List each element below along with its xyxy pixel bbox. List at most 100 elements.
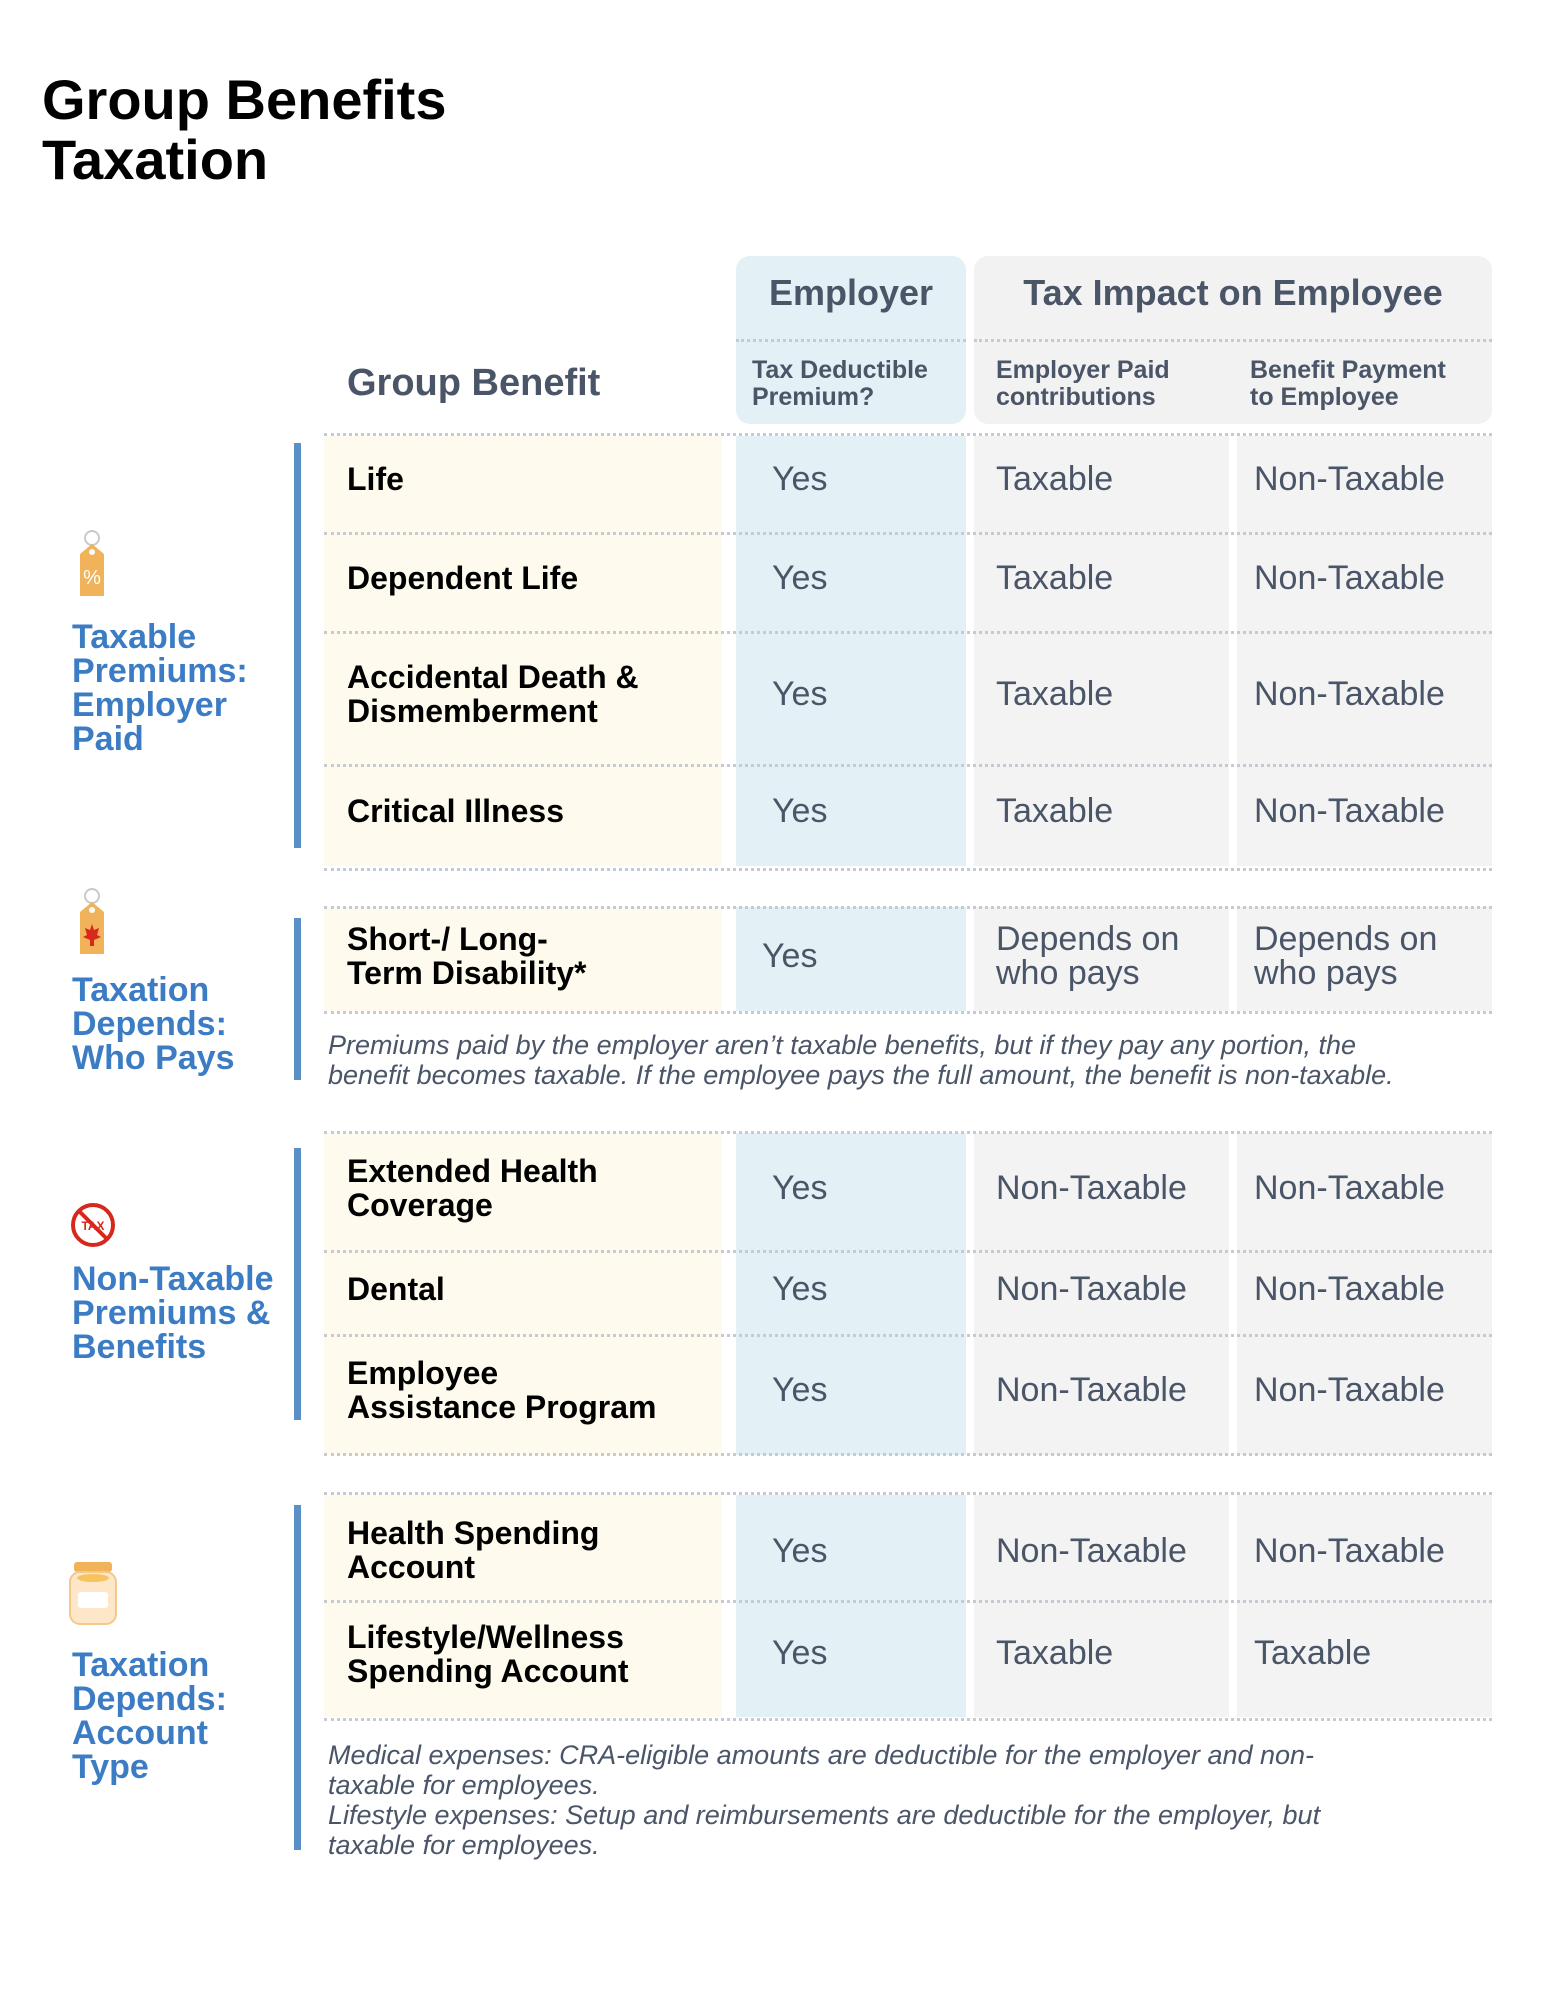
employer-paid-cell: Non-Taxable [996, 1532, 1187, 1570]
benefit-line: Spending Account [347, 1653, 629, 1689]
deductible-cell: Yes [772, 460, 828, 498]
deductible-cell: Yes [772, 1634, 828, 1672]
benefit-payment-cell: Non-Taxable [1254, 1371, 1445, 1409]
benefit-line: Term Disability* [347, 955, 587, 991]
row-divider [324, 433, 1492, 436]
deductible-cell: Yes [772, 1532, 828, 1570]
benefit-payment-cell: Depends on who pays [1254, 922, 1437, 990]
label-line: Premiums: [72, 652, 248, 690]
tax-column-bg [1237, 907, 1492, 1011]
benefit-name-critical-illness: Critical Illness [347, 793, 564, 829]
row-divider [324, 532, 1492, 535]
header-line: Employer Paid [996, 356, 1170, 384]
benefit-name-accidental-death: Accidental Death & Dismemberment [347, 660, 639, 728]
benefit-column-bg [324, 1133, 722, 1455]
deductible-cell: Yes [772, 1270, 828, 1308]
benefit-line: Health Spending [347, 1515, 600, 1551]
page-title: Group Benefits Taxation [42, 70, 446, 190]
label-line: Taxation [72, 1646, 210, 1684]
disability-note: Premiums paid by the employer aren’t tax… [328, 1030, 1394, 1090]
tax-column-bg [974, 1133, 1229, 1455]
benefit-line: Extended Health [347, 1153, 598, 1189]
benefit-name-disability: Short-/ Long- Term Disability* [347, 922, 586, 990]
row-divider [324, 1131, 1492, 1134]
label-line: Paid [72, 720, 144, 758]
row-divider [324, 1453, 1492, 1456]
row-divider [324, 764, 1492, 767]
row-divider [324, 1600, 1492, 1603]
employer-paid-cell: Taxable [996, 1634, 1114, 1672]
benefit-line: Employee [347, 1355, 499, 1391]
page-title-line-1: Group Benefits [42, 68, 447, 131]
label-line: Account [72, 1714, 208, 1752]
benefit-payment-cell: Taxable [1254, 1634, 1372, 1672]
employer-column-bg [736, 436, 966, 866]
section-label-non-taxable: Non-Taxable Premiums & Benefits [72, 1262, 274, 1364]
employer-paid-cell: Non-Taxable [996, 1270, 1187, 1308]
benefit-name-extended-health: Extended Health Coverage [347, 1154, 598, 1222]
benefit-line: Assistance Program [347, 1389, 657, 1425]
benefit-payment-cell: Non-Taxable [1254, 1532, 1445, 1570]
note-line: taxable for employees. [328, 1770, 600, 1800]
label-line: Depends: [72, 1680, 227, 1718]
employer-column-bg [736, 1133, 966, 1455]
section-bar [294, 443, 301, 848]
row-divider [324, 1334, 1492, 1337]
benefit-name-employee-assistance: Employee Assistance Program [347, 1356, 656, 1424]
deductible-cell: Yes [772, 792, 828, 830]
employer-paid-cell: Non-Taxable [996, 1371, 1187, 1409]
label-line: Who Pays [72, 1039, 235, 1077]
note-line: Medical expenses: CRA-eligible amounts a… [328, 1740, 1315, 1770]
deductible-cell: Yes [772, 1371, 828, 1409]
benefit-name-dental: Dental [347, 1271, 445, 1307]
employer-column-group-header: Employer [768, 272, 934, 313]
benefit-line: Coverage [347, 1187, 493, 1223]
tax-column-bg [974, 907, 1229, 1011]
benefit-line: Accidental Death & [347, 659, 639, 695]
cell-line: Depends on [996, 920, 1180, 958]
benefit-line: Lifestyle/Wellness [347, 1619, 624, 1655]
header-line: Tax Deductible [752, 356, 928, 384]
label-line: Non-Taxable [72, 1260, 274, 1298]
row-divider [324, 868, 1492, 871]
benefit-name-dependent-life: Dependent Life [347, 560, 579, 596]
no-tax-icon: TAX [71, 1203, 115, 1247]
tax-column-bg [1237, 1495, 1492, 1717]
section-label-taxable-premiums: Taxable Premiums: Employer Paid [72, 620, 248, 756]
employer-column-bg [736, 1495, 966, 1717]
deductible-cell: Yes [762, 937, 818, 975]
note-line: Premiums paid by the employer aren’t tax… [328, 1030, 1357, 1060]
deductible-cell: Yes [772, 675, 828, 713]
benefit-column-bg [324, 436, 722, 866]
benefit-name-lifestyle-wellness: Lifestyle/Wellness Spending Account [347, 1620, 628, 1688]
percent-tag-icon: % [80, 530, 104, 596]
benefit-payment-cell: Non-Taxable [1254, 559, 1445, 597]
employer-paid-cell: Taxable [996, 675, 1114, 713]
benefit-line: Account [347, 1549, 475, 1585]
benefit-name-health-spending: Health Spending Account [347, 1516, 599, 1584]
employer-paid-cell: Depends on who pays [996, 922, 1179, 990]
row-divider [324, 631, 1492, 634]
header-divider [974, 339, 1492, 342]
benefit-payment-cell: Non-Taxable [1254, 460, 1445, 498]
benefit-payment-cell: Non-Taxable [1254, 1270, 1445, 1308]
label-line: Employer [72, 686, 227, 724]
section-label-who-pays: Taxation Depends: Who Pays [72, 973, 234, 1075]
benefit-payment-cell: Non-Taxable [1254, 675, 1445, 713]
benefit-line: Dismemberment [347, 693, 598, 729]
cell-line: Depends on [1254, 920, 1438, 958]
benefit-payment-header: Benefit Payment to Employee [1250, 357, 1446, 411]
header-line: Premium? [752, 383, 875, 411]
tax-impact-column-group-header: Tax Impact on Employee [1023, 272, 1443, 313]
employer-paid-cell: Taxable [996, 792, 1114, 830]
maple-leaf-tag-icon [80, 888, 104, 954]
benefit-column-bg [324, 1495, 722, 1717]
header-divider [736, 339, 966, 342]
header-line: contributions [996, 383, 1156, 411]
benefit-name-life: Life [347, 461, 404, 497]
tax-column-bg [1237, 1133, 1492, 1455]
svg-text:%: % [83, 567, 101, 589]
page-title-line-2: Taxation [42, 128, 269, 191]
label-line: Taxable [72, 618, 197, 656]
section-bar [294, 918, 301, 1080]
